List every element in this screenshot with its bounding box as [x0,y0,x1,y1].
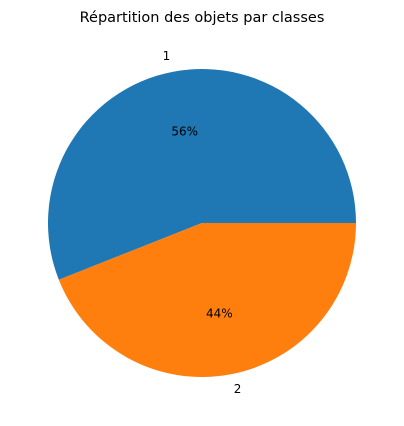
pie-slice-2 [58,223,356,377]
slice-percent-1: 56% [171,125,198,139]
pie-labels: 1 56% 2 44% [163,49,242,396]
slice-label-1: 1 [163,49,171,63]
chart-title: Répartition des objets par classes [80,10,325,26]
slice-percent-2: 44% [206,306,233,320]
slice-label-2: 2 [234,382,242,396]
pie-slices [48,69,356,377]
pie-slice-1 [48,69,356,280]
